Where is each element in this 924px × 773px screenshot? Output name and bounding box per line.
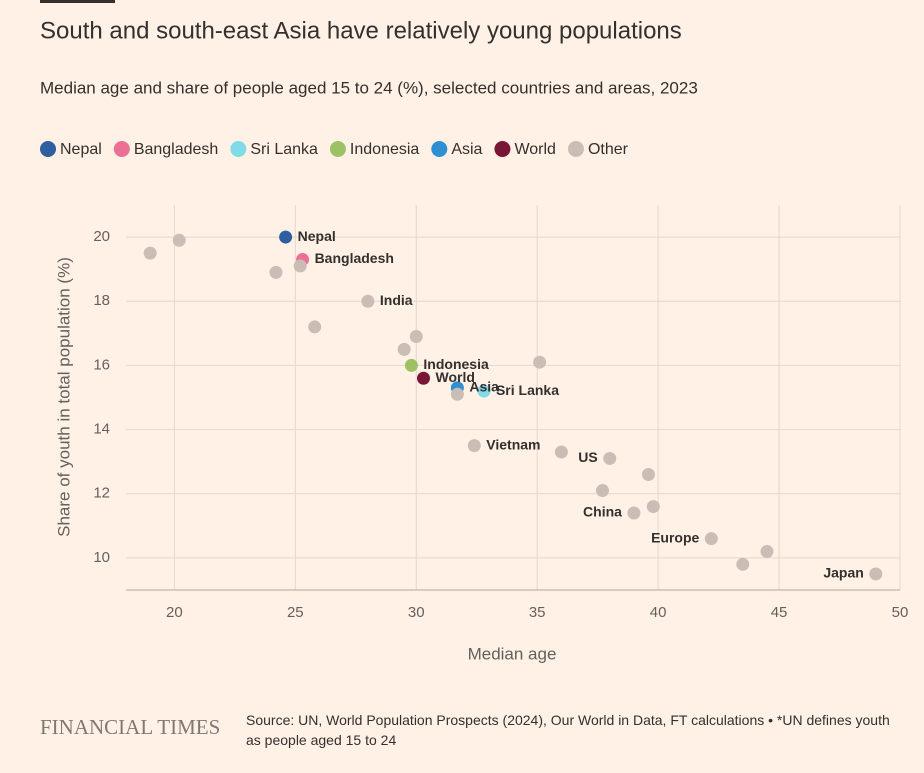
legend-label: Bangladesh [134, 141, 219, 158]
point-label: Indonesia [423, 356, 489, 372]
point-label: Nepal [298, 228, 336, 244]
legend-label: Nepal [60, 141, 102, 158]
x-tick-label: 35 [529, 604, 546, 621]
scatter-point [595, 484, 609, 498]
scatter-point [646, 500, 660, 514]
legend-label: Sri Lanka [250, 141, 318, 158]
x-tick-label: 40 [650, 604, 667, 621]
brand-logo: FINANCIAL TIMES [40, 715, 220, 739]
legend-swatch [567, 141, 584, 157]
legend-swatch [40, 141, 56, 157]
x-tick-label: 45 [771, 604, 788, 621]
point-label: China [583, 504, 622, 520]
scatter-point [603, 451, 617, 465]
y-tick-label: 18 [93, 292, 110, 309]
chart-title: South and south-east Asia have relativel… [40, 17, 682, 44]
scatter-point [404, 358, 418, 372]
legend-label: Asia [451, 141, 482, 158]
scatter-point [279, 230, 293, 244]
y-axis-title: Share of youth in total population (%) [54, 257, 73, 537]
scatter-point [409, 330, 423, 344]
source-note: Source: UN, World Population Prospects (… [246, 712, 890, 748]
scatter-point [477, 384, 491, 398]
legend-swatch [329, 141, 346, 157]
scatter-point [760, 545, 774, 558]
x-tick-label: 20 [166, 604, 183, 621]
scatter-point [450, 387, 464, 401]
source-box: Source: UN, World Population Prospects (… [246, 712, 890, 748]
scatter-point [533, 355, 547, 369]
scatter-point [869, 567, 883, 581]
legend: Nepal Bangladesh Sri Lanka Indonesia Asia Wor… [40, 141, 629, 158]
legend-label: World [514, 141, 556, 158]
scatter-point [736, 557, 750, 571]
point-label: Sri Lanka [496, 382, 559, 398]
legend-swatch [431, 141, 448, 157]
scatter-point [467, 439, 481, 453]
scatter-point [417, 371, 431, 385]
legend-swatch [494, 141, 511, 157]
x-axis-title: Median age [468, 644, 557, 663]
legend-swatch [113, 141, 130, 157]
scatter-point [641, 468, 655, 481]
top-rule [40, 0, 115, 3]
scatter-point [269, 265, 283, 279]
x-tick-label: 50 [892, 604, 909, 621]
point-label: Europe [651, 529, 699, 545]
point-label: Bangladesh [315, 250, 394, 266]
scatter-point [627, 506, 641, 520]
y-tick-label: 14 [93, 421, 110, 438]
chart-subtitle: Median age and share of people aged 15 t… [40, 78, 698, 97]
scatter-point [172, 233, 186, 247]
scatter-point [143, 246, 157, 260]
legend-label: Other [588, 141, 629, 158]
point-label: US [578, 449, 597, 465]
x-tick-label: 25 [287, 604, 304, 621]
scatter-point [293, 259, 307, 273]
plot-area: 10 12 14 16 18 20 20 25 30 35 40 45 50 Nepal Banglades… [93, 205, 908, 621]
point-label: Japan [823, 565, 863, 581]
point-label: Asia [469, 379, 499, 395]
y-tick-label: 16 [93, 356, 110, 373]
point-label: World [436, 369, 475, 385]
scatter-point [308, 320, 322, 334]
scatter-point [361, 294, 375, 308]
point-label: Vietnam [486, 436, 540, 452]
y-tick-label: 12 [93, 485, 110, 502]
legend-swatch [230, 141, 247, 157]
scatter-point [554, 445, 568, 459]
legend-label: Indonesia [350, 141, 419, 158]
point-label: India [380, 292, 413, 308]
y-tick-label: 10 [93, 549, 110, 566]
x-tick-label: 30 [408, 604, 425, 621]
scatter-point [704, 532, 718, 546]
scatter-point [397, 342, 411, 356]
y-tick-label: 20 [93, 228, 110, 245]
